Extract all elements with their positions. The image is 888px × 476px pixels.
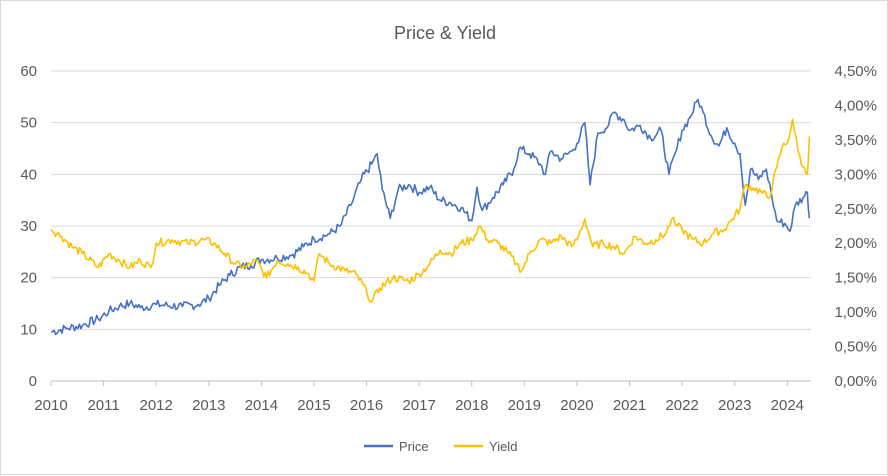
- x-tick-label: 2012: [140, 397, 173, 414]
- right-tick-label: 1,00%: [834, 304, 877, 321]
- left-axis-ticks: 0 10 20 30 40 50 60: [20, 63, 37, 390]
- left-tick-label: 50: [20, 115, 37, 132]
- x-tick-label: 2017: [402, 397, 435, 414]
- legend-price-label: Price: [399, 439, 429, 454]
- x-tick-label: 2014: [245, 397, 278, 414]
- left-tick-label: 10: [20, 321, 37, 338]
- right-tick-label: 0,50%: [834, 339, 877, 356]
- yield-series-line: [50, 118, 811, 303]
- price-series-line: [50, 98, 811, 336]
- x-tick-label: 2024: [771, 397, 804, 414]
- x-tick-label: 2022: [665, 397, 698, 414]
- left-tick-label: 60: [20, 63, 37, 80]
- right-axis-ticks: 0,00% 0,50% 1,00% 1,50% 2,00% 2,50% 3,00% 3,50%…: [834, 63, 877, 390]
- series-lines: [50, 98, 811, 336]
- x-tick-label: 2018: [455, 397, 488, 414]
- x-tick-label: 2016: [350, 397, 383, 414]
- x-tick-label: 2021: [613, 397, 646, 414]
- x-tick-label: 2019: [508, 397, 541, 414]
- left-tick-label: 20: [20, 270, 37, 287]
- x-tick-label: 2023: [718, 397, 751, 414]
- left-tick-label: 30: [20, 218, 37, 235]
- x-axis-ticks: 2010 2011 2012 2013 2014 2015 2016 2017 2018 2019…: [34, 381, 804, 414]
- left-tick-label: 0: [29, 373, 37, 390]
- right-tick-label: 3,00%: [834, 166, 877, 183]
- x-tick-label: 2010: [34, 397, 67, 414]
- right-tick-label: 1,50%: [834, 270, 877, 287]
- right-tick-label: 2,50%: [834, 201, 877, 218]
- legend: Price Yield: [364, 439, 517, 454]
- x-tick-label: 2015: [297, 397, 330, 414]
- left-tick-label: 40: [20, 166, 37, 183]
- legend-yield-label: Yield: [489, 439, 517, 454]
- right-tick-label: 3,50%: [834, 132, 877, 149]
- x-tick-label: 2011: [87, 397, 119, 414]
- gridlines: [51, 70, 811, 382]
- right-tick-label: 4,50%: [834, 63, 877, 80]
- x-tick-label: 2013: [192, 397, 225, 414]
- right-tick-label: 0,00%: [834, 373, 877, 390]
- right-tick-label: 2,00%: [834, 235, 877, 252]
- right-tick-label: 4,00%: [834, 97, 877, 114]
- chart-title: Price & Yield: [394, 23, 496, 43]
- x-tick-label: 2020: [560, 397, 593, 414]
